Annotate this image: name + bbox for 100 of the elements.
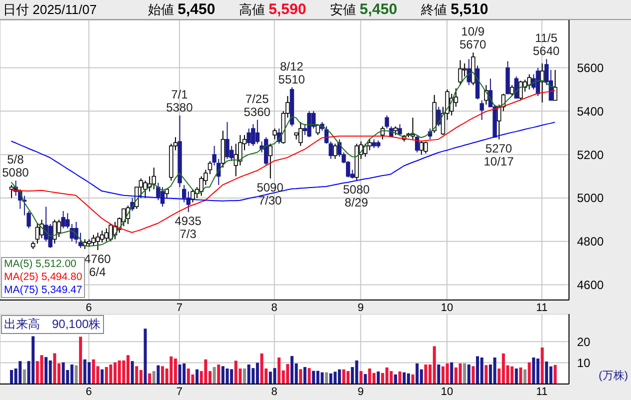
annotation: 7/25 5360 xyxy=(244,92,271,119)
bar xyxy=(540,348,544,384)
candlestick xyxy=(333,143,338,160)
x-tick-label: 10 xyxy=(440,302,454,314)
bar xyxy=(312,370,316,384)
candlestick xyxy=(225,122,230,160)
annotation: 4935 7/3 xyxy=(174,214,202,242)
bar xyxy=(22,369,26,384)
bar xyxy=(334,372,337,384)
bar xyxy=(372,372,376,384)
bar xyxy=(62,362,65,384)
candlestick xyxy=(316,124,320,136)
bar xyxy=(450,362,454,384)
candlestick xyxy=(182,184,186,203)
annotation: 4760 6/4 xyxy=(84,252,112,280)
candlestick xyxy=(454,88,458,108)
annotation: 5090 7/30 xyxy=(256,180,284,208)
bar xyxy=(458,363,462,384)
bar xyxy=(18,361,22,384)
bar xyxy=(247,364,250,384)
bar xyxy=(390,371,393,384)
bar xyxy=(148,373,152,384)
bar xyxy=(502,353,505,384)
bar xyxy=(74,365,78,384)
candlestick xyxy=(255,119,260,144)
bar xyxy=(109,364,112,384)
x-tick-label: 11 xyxy=(536,386,548,398)
bar xyxy=(545,362,548,384)
bar xyxy=(174,358,177,384)
text: MA(75) 5,349.47 xyxy=(4,284,82,297)
bar xyxy=(316,370,320,384)
bar xyxy=(273,368,276,384)
bar xyxy=(514,368,518,384)
bar xyxy=(135,366,138,384)
bar xyxy=(32,336,35,384)
bar xyxy=(355,360,358,384)
bar xyxy=(364,374,367,384)
bar xyxy=(406,373,410,384)
bar xyxy=(182,363,186,384)
bar xyxy=(532,357,536,384)
candlestick xyxy=(410,117,415,140)
bar xyxy=(480,357,484,384)
bar xyxy=(536,358,540,384)
y-tick-label: 4800 xyxy=(577,234,604,249)
candlestick xyxy=(78,232,83,248)
bar xyxy=(416,363,419,384)
bar xyxy=(130,361,134,384)
bar xyxy=(161,366,164,384)
candlestick xyxy=(480,100,484,120)
bar xyxy=(338,369,341,384)
annotation: 5080 8/29 xyxy=(343,182,370,210)
bar xyxy=(186,368,190,384)
y-tick-label: 20 xyxy=(577,334,591,349)
bar xyxy=(519,367,522,384)
bar xyxy=(88,362,91,384)
candlestick xyxy=(363,143,368,158)
bar xyxy=(204,359,208,384)
bar xyxy=(152,371,156,384)
y-tick-label: 5400 xyxy=(577,104,604,118)
y-tick-label: 5200 xyxy=(577,148,604,162)
x-tick-label: 11 xyxy=(536,302,548,314)
bar xyxy=(484,365,488,384)
bar xyxy=(398,371,402,384)
bar xyxy=(53,353,56,384)
bar xyxy=(385,367,388,384)
bar xyxy=(144,328,147,384)
bar xyxy=(376,371,380,384)
bar xyxy=(528,362,531,384)
candlestick xyxy=(152,167,156,190)
bar xyxy=(432,346,436,384)
bar xyxy=(308,368,311,384)
y-axis-title: (万株) xyxy=(598,369,628,383)
annotation: 11/5 5640 xyxy=(532,31,560,58)
candlestick xyxy=(143,180,148,198)
bar xyxy=(178,364,182,384)
annotation: 7/1 5380 xyxy=(166,88,194,115)
text: MA(25) 5,494.80 xyxy=(4,271,82,284)
candlestick xyxy=(328,141,333,160)
text: 安値 5,450 xyxy=(330,0,398,18)
bar xyxy=(493,357,496,384)
bar xyxy=(196,369,199,384)
bar xyxy=(170,356,173,384)
bar xyxy=(118,360,121,384)
candlestick xyxy=(458,60,462,86)
candlestick xyxy=(61,210,66,229)
text: 高値 5,590 xyxy=(239,0,308,18)
bar xyxy=(554,364,557,384)
candlestick xyxy=(9,184,14,198)
candlestick xyxy=(74,221,78,244)
candlestick xyxy=(553,69,558,101)
y-tick-label: 10 xyxy=(577,356,591,370)
candlestick xyxy=(398,124,402,136)
bar xyxy=(243,368,246,384)
bar xyxy=(437,364,440,384)
bar xyxy=(394,374,398,384)
bar xyxy=(100,369,104,384)
x-tick-label: 6 xyxy=(86,302,92,314)
bar xyxy=(472,366,475,384)
bar xyxy=(278,357,281,384)
x-tick-label: 7 xyxy=(176,302,183,314)
